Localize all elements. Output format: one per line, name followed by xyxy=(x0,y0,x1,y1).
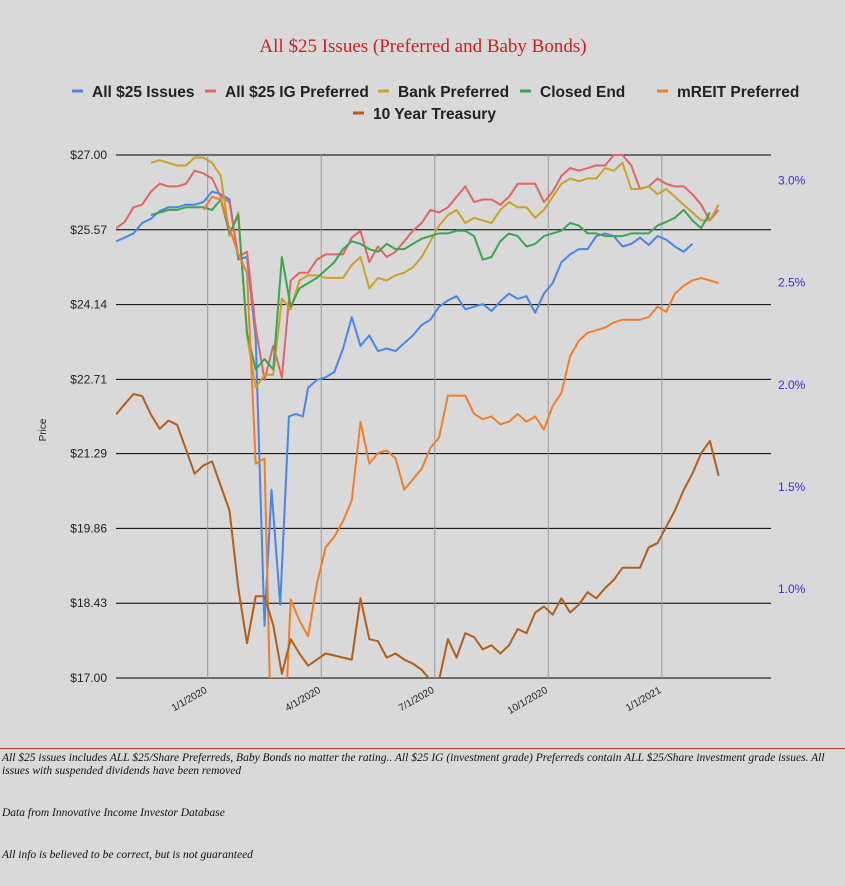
y-tick-label: $17.00 xyxy=(70,671,107,685)
y-tick-label: $24.14 xyxy=(70,298,107,312)
chart-title: All $25 Issues (Preferred and Baby Bonds… xyxy=(259,36,586,57)
y-tick-label: $27.00 xyxy=(70,148,107,162)
chart: All $25 Issues (Preferred and Baby Bonds… xyxy=(38,36,806,717)
y-axis-label: Price xyxy=(38,418,49,441)
legend-label: All $25 Issues xyxy=(92,84,195,101)
x-tick-label: 10/1/2020 xyxy=(506,685,550,717)
y2-tick-label: 2.5% xyxy=(778,276,806,290)
legend-label: Closed End xyxy=(540,84,625,101)
legend-label: All $25 IG Preferred xyxy=(225,84,369,101)
y2-tick-label: 3.0% xyxy=(778,174,806,188)
note-description: All $25 issues includes ALL $25/Share Pr… xyxy=(2,752,825,777)
series-line-5 xyxy=(116,393,720,678)
series-line-4 xyxy=(202,195,719,678)
legend-label: mREIT Preferred xyxy=(677,84,799,101)
legend: All $25 Issues All $25 IG Preferred Bank P… xyxy=(72,84,799,123)
series-line-1 xyxy=(116,154,720,381)
y-axis-ticks: $27.00 $25.57 $24.14 $22.71 $21.29 $19.86 $18.… xyxy=(70,148,107,685)
series-line-3 xyxy=(150,198,711,371)
series-lines xyxy=(116,154,720,678)
x-axis-ticks: 1/1/2020 4/1/2020 7/1/2020 10/1/2020 1/1/202… xyxy=(170,685,664,717)
x-tick-label: 7/1/2020 xyxy=(397,685,437,714)
y-tick-label: $21.29 xyxy=(70,447,107,461)
y2-tick-label: 1.0% xyxy=(778,582,806,596)
y2-tick-label: 1.5% xyxy=(778,480,806,494)
x-tick-label: 1/1/2020 xyxy=(170,685,210,714)
y-tick-label: $18.43 xyxy=(70,596,107,610)
y2-axis-ticks: 3.0% 2.5% 2.0% 1.5% 1.0% xyxy=(778,174,806,597)
y-tick-label: $25.57 xyxy=(70,223,107,237)
note-disclaimer: All info is believed to be correct, but … xyxy=(2,849,253,861)
notes-panel: All $25 issues includes ALL $25/Share Pr… xyxy=(0,748,845,886)
y-tick-label: $22.71 xyxy=(70,372,107,386)
x-tick-label: 4/1/2020 xyxy=(284,685,324,714)
y-tick-label: $19.86 xyxy=(70,521,107,535)
series-line-0 xyxy=(116,190,694,627)
note-source: Data from Innovative Income Investor Dat… xyxy=(2,807,225,819)
legend-label: Bank Preferred xyxy=(398,84,509,101)
x-tick-label: 1/1/2021 xyxy=(624,685,664,714)
y2-tick-label: 2.0% xyxy=(778,378,806,392)
legend-label: 10 Year Treasury xyxy=(373,106,496,123)
